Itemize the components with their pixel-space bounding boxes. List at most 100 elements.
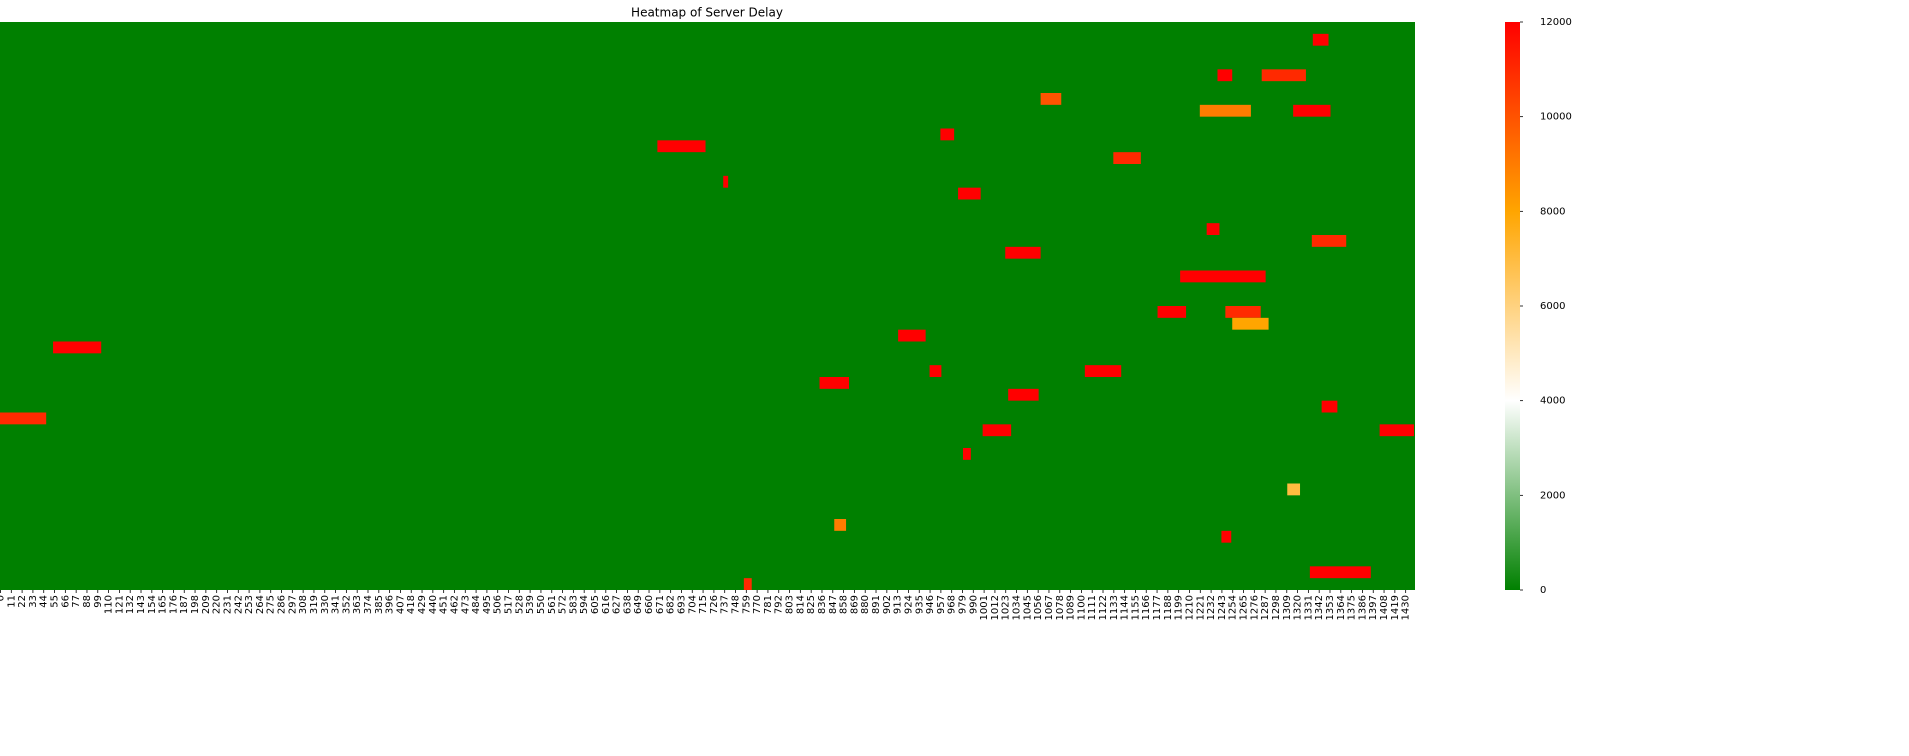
x-tick-label: 286 [277, 595, 288, 614]
heatmap-cell [657, 140, 706, 153]
x-tick-label: 1188 [1163, 595, 1174, 620]
colorbar-tick-label: 12000 [1540, 17, 1572, 28]
x-tick-label: 1122 [1098, 595, 1109, 620]
x-tick-label: 1056 [1033, 595, 1044, 620]
x-tick-label: 671 [655, 595, 666, 614]
x-tick-label: 66 [60, 595, 71, 608]
colorbar [1505, 22, 1520, 590]
x-tick-label: 374 [363, 595, 374, 614]
heatmap-cell [1379, 424, 1415, 437]
x-tick-label: 11 [6, 595, 17, 608]
x-tick-label: 1133 [1109, 595, 1120, 620]
x-tick-label: 1386 [1357, 595, 1368, 620]
x-tick-label: 165 [158, 595, 169, 614]
x-tick-label: 1012 [990, 595, 1001, 620]
x-tick-label: 429 [417, 595, 428, 614]
x-tick-label: 407 [395, 595, 406, 614]
x-tick-label: 1100 [1076, 595, 1087, 620]
heatmap-cell [940, 128, 955, 141]
x-tick-label: 242 [233, 595, 244, 614]
x-tick-label: 363 [352, 595, 363, 614]
x-tick-label: 858 [839, 595, 850, 614]
x-tick-label: 924 [903, 595, 914, 614]
x-tick-label: 1089 [1066, 595, 1077, 620]
x-tick-label: 990 [968, 595, 979, 614]
x-tick-label: 110 [104, 595, 115, 614]
x-tick-label: 649 [633, 595, 644, 614]
x-tick-label: 726 [709, 595, 720, 614]
x-tick-label: 935 [914, 595, 925, 614]
x-tick-label: 44 [39, 595, 50, 608]
x-tick-label: 1320 [1293, 595, 1304, 620]
x-tick-label: 770 [752, 595, 763, 614]
x-tick-label: 297 [287, 595, 298, 614]
x-tick-label: 1430 [1401, 595, 1412, 620]
x-tick-label: 1067 [1044, 595, 1055, 620]
x-tick-label: 946 [925, 595, 936, 614]
heatmap-cell [1157, 306, 1187, 318]
colorbar-tick-label: 2000 [1540, 490, 1565, 501]
x-tick-label: 143 [136, 595, 147, 614]
x-tick-label: 506 [493, 595, 504, 614]
x-tick-label: 77 [71, 595, 82, 608]
heatmap-cell [1084, 365, 1122, 377]
x-tick-label: 154 [147, 595, 158, 614]
x-tick-label: 341 [331, 595, 342, 614]
x-tick-label: 1144 [1120, 595, 1131, 620]
x-tick-label: 209 [201, 595, 212, 614]
x-tick-label: 1375 [1347, 595, 1358, 620]
x-tick-label: 1287 [1260, 595, 1271, 620]
x-tick-label: 1243 [1217, 595, 1228, 620]
heatmap-cell [1293, 104, 1331, 117]
x-tick-label: 550 [536, 595, 547, 614]
heatmap-cell [0, 412, 47, 425]
x-tick-label: 803 [785, 595, 796, 614]
x-tick-label: 737 [720, 595, 731, 614]
x-tick-label: 528 [514, 595, 525, 614]
heatmap-cell [982, 424, 1012, 437]
x-tick-label: 847 [828, 595, 839, 614]
x-tick-label: 583 [568, 595, 579, 614]
x-tick-label: 1045 [1022, 595, 1033, 620]
heatmap-cell [958, 187, 981, 200]
x-tick-label: 902 [882, 595, 893, 614]
x-tick-label: 660 [644, 595, 655, 614]
x-tick-label: 231 [222, 595, 233, 614]
x-tick-label: 396 [385, 595, 396, 614]
colorbar-tick-label: 8000 [1540, 206, 1565, 217]
x-tick-label: 451 [439, 595, 450, 614]
x-tick-label: 1408 [1379, 595, 1390, 620]
x-tick-label: 517 [504, 595, 515, 614]
x-tick-label: 1331 [1303, 595, 1314, 620]
x-tick-label: 616 [601, 595, 612, 614]
heatmap-cell [1309, 566, 1371, 579]
x-tick-label: 176 [168, 595, 179, 614]
heatmap-cell [1040, 93, 1062, 105]
x-tick-label: 484 [471, 595, 482, 614]
x-tick-label: 352 [341, 595, 352, 614]
colorbar-tick-label: 6000 [1540, 301, 1565, 312]
heatmap-cell [834, 519, 847, 531]
x-tick-label: 220 [212, 595, 223, 614]
x-tick-label: 836 [817, 595, 828, 614]
heatmap-cell [1321, 400, 1338, 413]
x-tick-label: 1034 [1012, 595, 1023, 620]
x-tick-label: 132 [125, 595, 136, 614]
x-tick-label: 253 [244, 595, 255, 614]
heatmap-cell [929, 365, 942, 377]
x-tick-label: 418 [406, 595, 417, 614]
x-tick-label: 1221 [1195, 595, 1206, 620]
x-tick-label: 1155 [1130, 595, 1141, 620]
x-tick-label: 385 [374, 595, 385, 614]
heatmap-cell [1225, 306, 1261, 318]
x-tick-label: 1353 [1325, 595, 1336, 620]
colorbar-tick-label: 4000 [1540, 396, 1565, 407]
chart-title: Heatmap of Server Delay [631, 6, 783, 20]
x-tick-label: 605 [590, 595, 601, 614]
heatmap-cell [723, 175, 729, 188]
x-tick-label: 957 [936, 595, 947, 614]
x-tick-label: 495 [482, 595, 493, 614]
heatmap-cell [898, 329, 926, 342]
x-tick-label: 462 [449, 595, 460, 614]
